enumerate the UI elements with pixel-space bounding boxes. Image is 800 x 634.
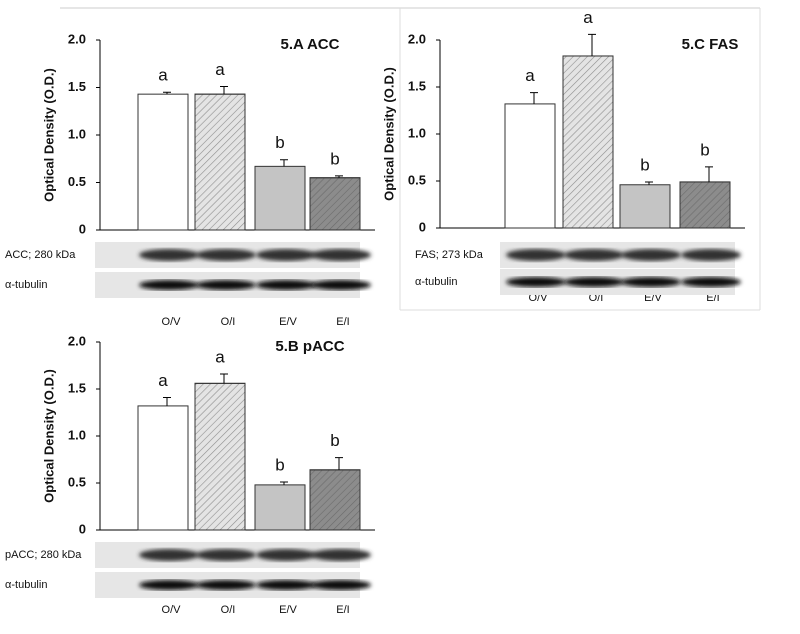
significance-letter: b	[700, 140, 709, 159]
blot-band	[506, 249, 566, 261]
y-tick-label: 1.0	[68, 126, 86, 141]
significance-letter: a	[158, 66, 168, 85]
y-tick-label: 2.0	[68, 31, 86, 46]
blot-band	[681, 277, 741, 287]
bar	[137, 93, 189, 231]
blot-label: α-tubulin	[5, 279, 47, 291]
x-tick-label: O/I	[221, 316, 236, 328]
bar-hatch	[562, 55, 614, 229]
significance-letter: b	[275, 456, 284, 475]
error-bar	[163, 396, 171, 406]
significance-letter: a	[215, 60, 225, 79]
significance-letter: b	[640, 155, 649, 174]
x-tick-label: E/V	[279, 316, 297, 328]
x-tick-label: O/V	[162, 604, 182, 616]
bar-hatch	[309, 177, 361, 231]
blot-label: pACC; 280 kDa	[5, 549, 82, 561]
blot-band	[139, 249, 199, 261]
significance-letter: b	[330, 431, 339, 450]
significance-letter: b	[275, 133, 284, 152]
blot-band	[196, 280, 256, 290]
blot-band	[256, 580, 316, 590]
error-bar	[280, 481, 288, 485]
error-bar	[335, 457, 343, 470]
y-tick-label: 0	[79, 521, 86, 536]
blot-band	[506, 277, 566, 287]
significance-letter: a	[158, 371, 168, 390]
chart-title: 5.B pACC	[275, 338, 344, 355]
blot-band	[196, 580, 256, 590]
blot-band	[311, 249, 371, 261]
x-tick-label: E/I	[336, 316, 349, 328]
blot-band	[256, 549, 316, 561]
blot-band	[311, 280, 371, 290]
blot-label: α-tubulin	[5, 579, 47, 591]
error-bar	[163, 91, 171, 95]
bar-hatch	[679, 181, 731, 229]
error-bar	[220, 86, 228, 95]
blot-band	[139, 580, 199, 590]
bar	[254, 484, 306, 531]
significance-letter: a	[525, 66, 535, 85]
bar	[504, 103, 556, 229]
blot-label: ACC; 280 kDa	[5, 249, 76, 261]
y-tick-label: 2.0	[68, 333, 86, 348]
blot-band	[311, 549, 371, 561]
blot-band	[139, 549, 199, 561]
y-tick-label: 1.0	[408, 125, 426, 140]
significance-letter: a	[583, 8, 593, 27]
blot-band	[311, 580, 371, 590]
y-axis-label: Optical Density (O.D.)	[381, 67, 396, 201]
y-axis-label: Optical Density (O.D.)	[41, 369, 56, 503]
bar	[254, 165, 306, 231]
bar-hatch	[194, 382, 246, 531]
error-bar	[280, 159, 288, 167]
significance-letter: a	[215, 347, 225, 366]
blot-band	[139, 280, 199, 290]
blot-band	[621, 249, 681, 261]
y-tick-label: 1.5	[408, 78, 426, 93]
y-tick-label: 1.5	[68, 79, 86, 94]
blot-band	[196, 549, 256, 561]
bar	[619, 184, 671, 229]
chart-title: 5.C FAS	[682, 36, 739, 53]
error-bar	[530, 92, 538, 104]
y-tick-label: 1.5	[68, 380, 86, 395]
y-tick-label: 0.5	[68, 474, 86, 489]
x-tick-label: E/V	[279, 604, 297, 616]
bar-hatch	[194, 93, 246, 231]
blot-label: α-tubulin	[415, 276, 457, 288]
blot-band	[196, 249, 256, 261]
blot-band	[564, 249, 624, 261]
y-tick-label: 0.5	[408, 172, 426, 187]
chart-title: 5.A ACC	[281, 36, 340, 53]
error-bar	[220, 373, 228, 384]
blot-band	[564, 277, 624, 287]
significance-letter: b	[330, 149, 339, 168]
y-tick-label: 1.0	[68, 427, 86, 442]
y-axis-label: Optical Density (O.D.)	[41, 68, 56, 202]
error-bar	[335, 175, 343, 178]
bar	[137, 405, 189, 531]
y-tick-label: 0	[419, 219, 426, 234]
x-tick-label: E/I	[336, 604, 349, 616]
blot-band	[621, 277, 681, 287]
y-tick-label: 2.0	[408, 31, 426, 46]
blot-band	[681, 249, 741, 261]
blot-band	[256, 249, 316, 261]
bar-hatch	[309, 469, 361, 531]
blot-band	[256, 280, 316, 290]
x-tick-label: O/V	[162, 316, 182, 328]
error-bar	[645, 181, 653, 185]
x-tick-label: O/I	[221, 604, 236, 616]
blot-label: FAS; 273 kDa	[415, 249, 484, 261]
y-tick-label: 0	[79, 221, 86, 236]
error-bar	[588, 33, 596, 56]
y-tick-label: 0.5	[68, 174, 86, 189]
error-bar	[705, 166, 713, 182]
